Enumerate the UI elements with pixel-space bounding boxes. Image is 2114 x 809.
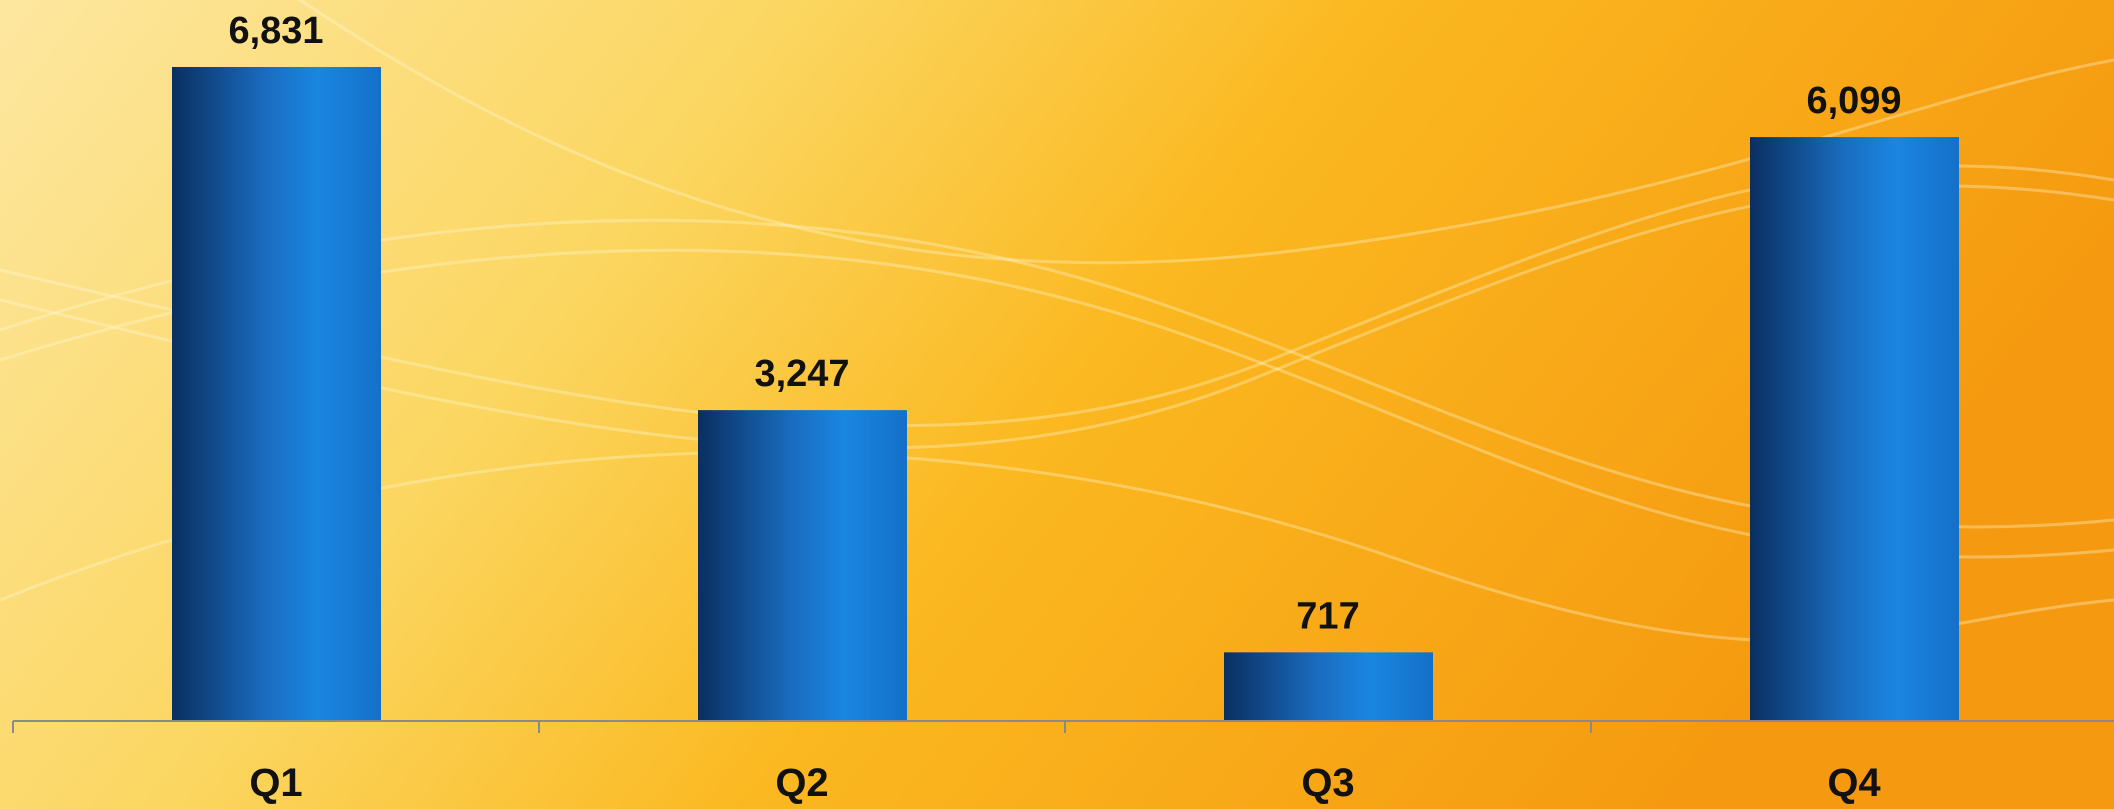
value-label: 717 bbox=[1296, 595, 1359, 637]
plot bbox=[172, 67, 1959, 722]
bar bbox=[1750, 137, 1959, 722]
x-tick-label: Q3 bbox=[1301, 761, 1354, 805]
bar bbox=[1224, 652, 1433, 721]
x-tick-label: Q2 bbox=[775, 761, 828, 805]
bar bbox=[172, 67, 381, 721]
value-label: 6,831 bbox=[228, 10, 323, 52]
value-label: 6,099 bbox=[1806, 80, 1901, 122]
value-label: 3,247 bbox=[754, 353, 849, 395]
x-tick-label: Q1 bbox=[249, 761, 302, 805]
bar bbox=[698, 410, 907, 721]
x-tick-label: Q4 bbox=[1827, 761, 1881, 805]
